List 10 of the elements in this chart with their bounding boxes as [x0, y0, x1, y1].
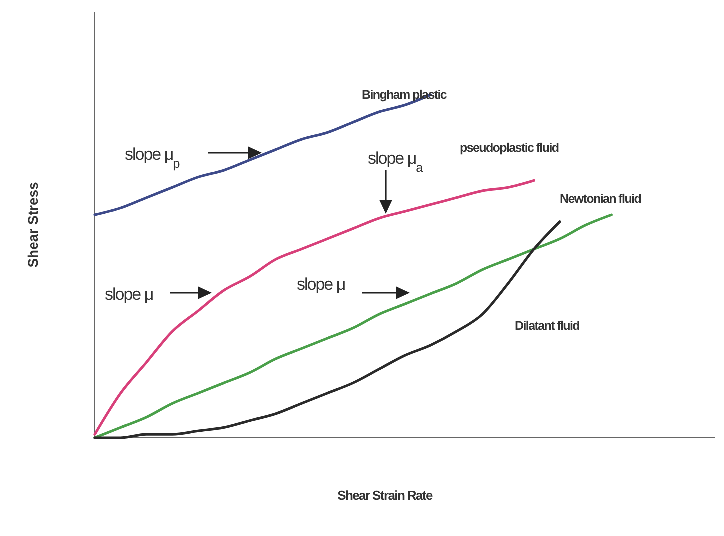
annotation: slope μ: [105, 285, 154, 304]
annotation: slope μ$_{a}$: [368, 149, 424, 174]
x-axis-title: Shear Strain Rate: [338, 488, 433, 503]
y-axis-title: Shear Stress: [25, 182, 41, 268]
series-label: Newtonian fluid: [560, 192, 642, 206]
annotation: slope μ: [297, 275, 346, 294]
annotation: slope μ$_{p}$: [125, 145, 180, 170]
text: Dilatant fluid: [515, 319, 580, 333]
text: pseudoplastic fluid: [460, 141, 559, 155]
series-label: Bingham plastic: [362, 88, 448, 102]
